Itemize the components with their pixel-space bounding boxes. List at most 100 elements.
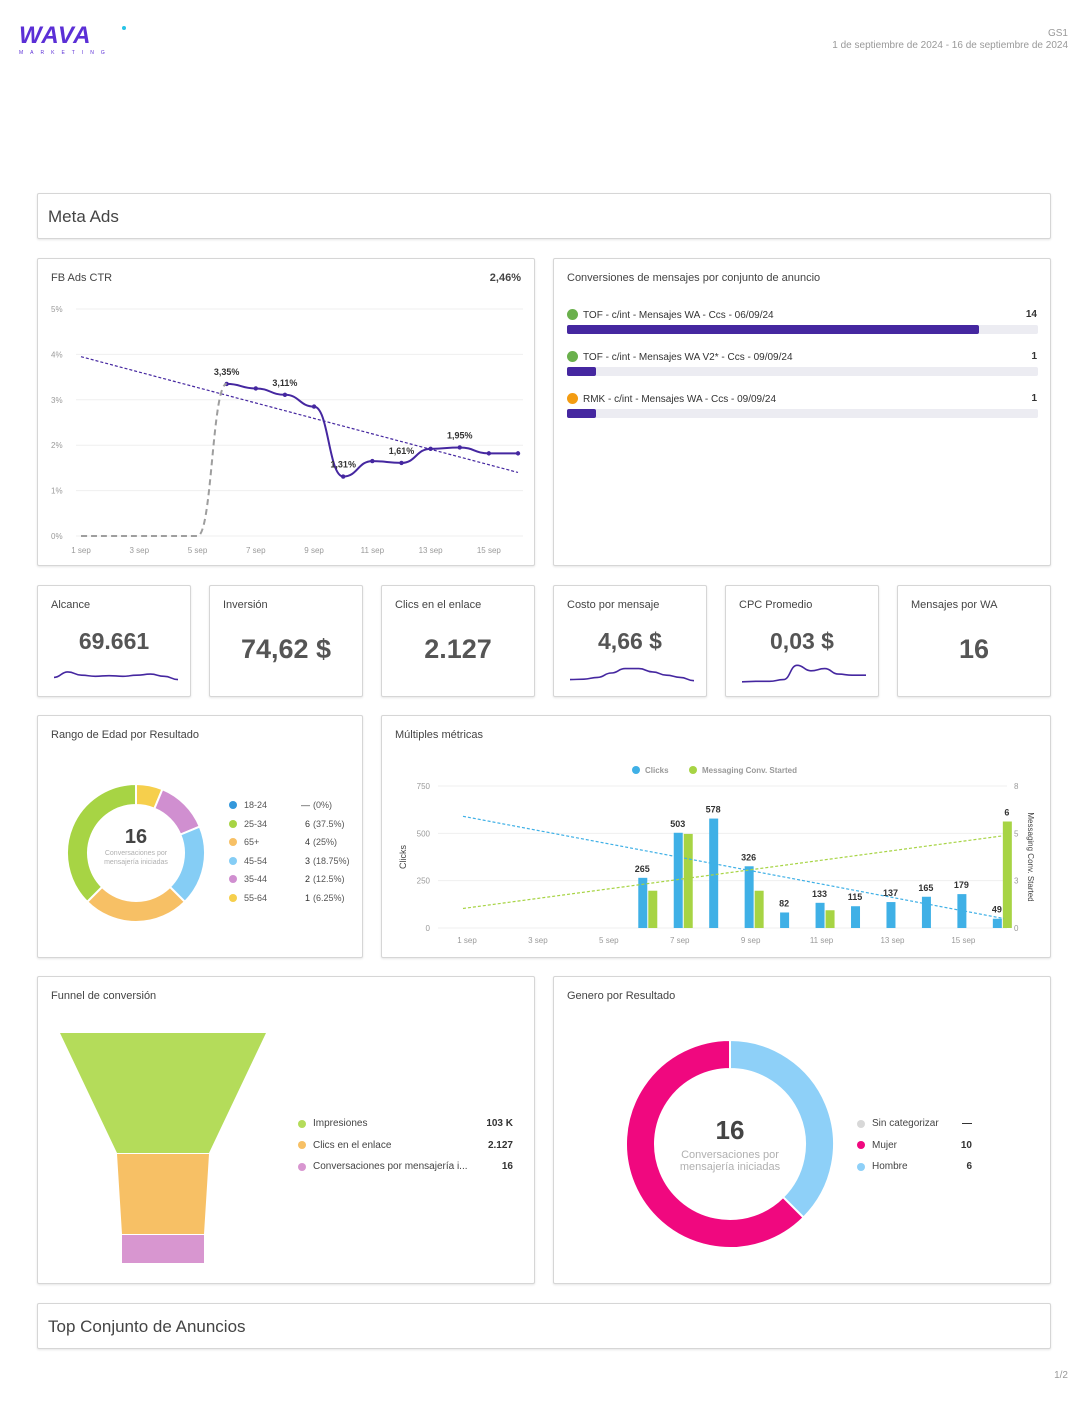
ctr-point xyxy=(311,404,317,409)
multi-metrics-card: Múltiples métricas Clicks Messaging Conv.… xyxy=(381,715,1051,958)
age-legend-value: — xyxy=(301,800,310,810)
legend-dot-icon xyxy=(229,856,237,865)
ctr-point xyxy=(341,474,346,479)
gender-legend-value: 6 xyxy=(966,1161,972,1172)
funnel-legend-value: 103 K xyxy=(486,1118,513,1129)
kpi-value: 0,03 $ xyxy=(770,628,834,654)
funnel-legend-value: 16 xyxy=(501,1161,513,1172)
y-right-tick-label: 3 xyxy=(1014,877,1019,886)
funnel-legend-item: Clics en el enlace 2.127 xyxy=(298,1140,513,1151)
gender-legend-item: Hombre 6 xyxy=(857,1161,972,1172)
ctr-point xyxy=(253,386,258,391)
sparkline-path xyxy=(53,671,179,681)
clicks-bar xyxy=(780,912,790,928)
ctr-data-label: 1,61% xyxy=(389,446,415,456)
multi-legend-label: Messaging Conv. Started xyxy=(702,766,797,775)
logo: WAVA MARKETING xyxy=(19,24,129,60)
y-tick-label: 4% xyxy=(51,350,63,359)
kpi-label: Alcance xyxy=(51,599,91,611)
gender-legend-label: Sin categorizar xyxy=(872,1118,939,1129)
kpi-label: Inversión xyxy=(223,599,268,611)
age-legend-value: 2 xyxy=(304,874,310,884)
kpi-card: Clics en el enlace 2.127 xyxy=(381,585,535,697)
legend-dot-icon xyxy=(229,838,237,846)
age-legend-item: 45-54 3 (18.75%) xyxy=(229,856,359,866)
conversion-value: 1 xyxy=(1031,393,1037,404)
conversions-title: Conversiones de mensajes por conjunto de… xyxy=(567,272,821,284)
gender-donut-chart xyxy=(625,1038,835,1249)
legend-dot-icon xyxy=(857,1162,865,1171)
conversion-row: RMK - c/int - Mensajes WA - Ccs - 09/09/… xyxy=(567,392,1037,406)
x-tick-label: 11 sep xyxy=(361,546,385,555)
y-left-tick-label: 750 xyxy=(417,782,431,791)
age-legend-item: 55-64 1 (6.25%) xyxy=(229,893,359,903)
kpi-value: 69.661 xyxy=(78,628,150,654)
conversion-bar-fill xyxy=(567,367,597,376)
legend-dot-icon xyxy=(229,819,237,828)
section-title: Top Conjunto de Anuncios xyxy=(48,1317,246,1336)
section-top-sets: Top Conjunto de Anuncios xyxy=(37,1303,1051,1349)
kpi-label: Clics en el enlace xyxy=(395,599,482,611)
age-legend-pct: (37.5%) xyxy=(313,818,345,829)
clicks-bar xyxy=(744,866,754,928)
conversions-card: Conversiones de mensajes por conjunto de… xyxy=(553,258,1051,566)
gender-legend-value: — xyxy=(962,1118,972,1129)
gender-center-value: 16 xyxy=(715,1115,745,1145)
x-tick-label: 5 sep xyxy=(188,546,208,555)
age-legend-label: 45-54 xyxy=(244,855,268,866)
clicks-data-label: 165 xyxy=(918,883,933,893)
gender-center-label-1: Conversaciones por xyxy=(681,1149,779,1161)
ctr-trend-line xyxy=(80,356,519,474)
ctr-point xyxy=(428,446,433,452)
series-dot-icon xyxy=(567,309,578,320)
kpi-sparkline xyxy=(53,671,179,681)
x-tick-label: 1 sep xyxy=(71,546,91,555)
ctr-point xyxy=(370,458,375,464)
ctr-data-label: 3,35% xyxy=(214,367,240,377)
x-tick-label: 7 sep xyxy=(670,936,690,945)
legend-dot-icon xyxy=(689,766,697,774)
logo-dot-icon xyxy=(122,26,126,30)
funnel-card: Funnel de conversión Impresiones 103 K Cli… xyxy=(37,976,535,1284)
clicks-data-label: 82 xyxy=(779,898,789,908)
logo-text: WAVA xyxy=(19,22,92,49)
y-right-tick-label: 8 xyxy=(1014,782,1019,791)
conversion-value: 14 xyxy=(1025,309,1037,320)
age-legend-label: 55-64 xyxy=(244,892,268,903)
kpi-label: Mensajes por WA xyxy=(911,599,998,611)
messaging-bar xyxy=(754,890,764,928)
clicks-data-label: 49 xyxy=(992,905,1002,915)
messaging-bar xyxy=(825,910,835,928)
ctr-data-label: 1,95% xyxy=(447,430,473,440)
series-dot-icon xyxy=(567,351,578,362)
funnel-legend-item: Impresiones 103 K xyxy=(298,1118,513,1129)
y-left-tick-label: 500 xyxy=(417,829,431,838)
logo-subtext: MARKETING xyxy=(19,50,112,56)
legend-dot-icon xyxy=(298,1162,306,1171)
funnel-stage-conversations xyxy=(122,1235,204,1263)
y-tick-label: 2% xyxy=(51,441,63,450)
ctr-previous-series-line xyxy=(81,382,228,537)
y-tick-label: 3% xyxy=(51,396,63,405)
legend-dot-icon xyxy=(298,1119,306,1128)
clicks-data-label: 578 xyxy=(706,805,721,815)
conversion-bar-track xyxy=(567,409,1038,418)
clicks-data-label: 265 xyxy=(635,864,650,874)
conversion-bar-fill xyxy=(567,409,597,418)
page-number: 1/2 xyxy=(1054,1370,1068,1381)
age-legend-item: 35-44 2 (12.5%) xyxy=(229,874,359,884)
x-tick-label: 3 sep xyxy=(129,546,149,555)
age-legend-value: 1 xyxy=(304,892,310,903)
funnel-legend-value: 2.127 xyxy=(487,1139,513,1151)
clicks-trend-line xyxy=(462,815,1004,920)
age-card: Rango de Edad por Resultado 16 Conversac… xyxy=(37,715,363,958)
clicks-data-label: 115 xyxy=(848,892,863,902)
ctr-point xyxy=(515,451,521,456)
funnel-legend-item: Conversaciones por mensajería i... 16 xyxy=(298,1161,513,1172)
conversion-row: TOF - c/int - Mensajes WA V2* - Ccs - 09… xyxy=(567,350,1037,364)
clicks-bar xyxy=(815,902,825,928)
x-tick-label: 7 sep xyxy=(246,546,266,555)
ctr-total: 2,46% xyxy=(489,272,521,284)
age-legend-label: 35-44 xyxy=(244,874,268,884)
y-tick-label: 5% xyxy=(51,305,63,314)
